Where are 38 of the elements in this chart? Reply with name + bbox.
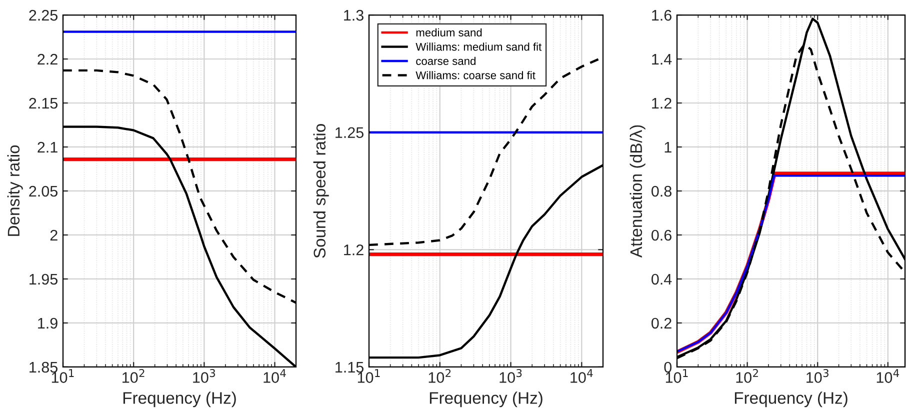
y-tick-label: 1.6 <box>652 10 672 21</box>
y-tick-label: 0.4 <box>652 274 672 285</box>
y-tick-label: 2.1 <box>38 142 58 153</box>
x-axis-title: Frequency (Hz) <box>123 392 236 408</box>
y-tick-label: 1.2 <box>652 98 672 109</box>
y-tick-label: 2 <box>50 230 58 241</box>
x-tick-label: 10$^{2}$ <box>736 368 758 383</box>
x-tick-label: 10$^{2}$ <box>428 368 451 383</box>
y-tick-label: 0.6 <box>652 230 672 241</box>
x-tick-label: 10$^{4}$ <box>264 369 286 383</box>
x-tick-label: 10$^{2}$ <box>122 368 144 383</box>
y-tick-label: 1.3 <box>344 10 364 21</box>
y-tick-label: 0.2 <box>652 318 672 329</box>
y-tick-label: 2.15 <box>29 98 58 109</box>
y-tick-label: 2.2 <box>38 54 58 65</box>
x-tick-label: 10$^{4}$ <box>876 369 900 383</box>
x-axis-title: Frequency (Hz) <box>430 392 542 408</box>
x-tick-label: 10$^{3}$ <box>806 368 828 383</box>
y-tick-label: 2.05 <box>29 186 58 197</box>
y-tick-label: 1 <box>664 142 672 153</box>
legend-label: Williams: coarse sand fit <box>416 71 536 80</box>
x-tick-label: 10$^{3}$ <box>193 368 216 383</box>
y-tick-label: 1.95 <box>30 274 58 285</box>
y-tick-label: 2.25 <box>29 10 58 21</box>
y-axis-title: Sound speed ratio <box>313 124 329 258</box>
y-axis-title: Attenuation (dB/λ) <box>630 125 646 258</box>
y-axis-title: Density ratio <box>7 145 23 236</box>
y-tick-label: 1.2 <box>344 244 364 256</box>
legend-label: medium sand <box>416 28 482 37</box>
y-tick-label: 1.25 <box>336 127 364 138</box>
y-tick-label: 1.4 <box>652 54 672 65</box>
x-axis-title: Frequency (Hz) <box>734 392 848 408</box>
legend-label: coarse sand <box>416 56 476 65</box>
legend-label: Williams: medium sand fit <box>416 42 542 51</box>
x-tick-label: 10$^{3}$ <box>500 368 522 383</box>
y-tick-label: 0.8 <box>652 186 672 197</box>
y-tick-label: 1.9 <box>38 318 58 329</box>
x-tick-label: 10$^{4}$ <box>570 369 593 383</box>
